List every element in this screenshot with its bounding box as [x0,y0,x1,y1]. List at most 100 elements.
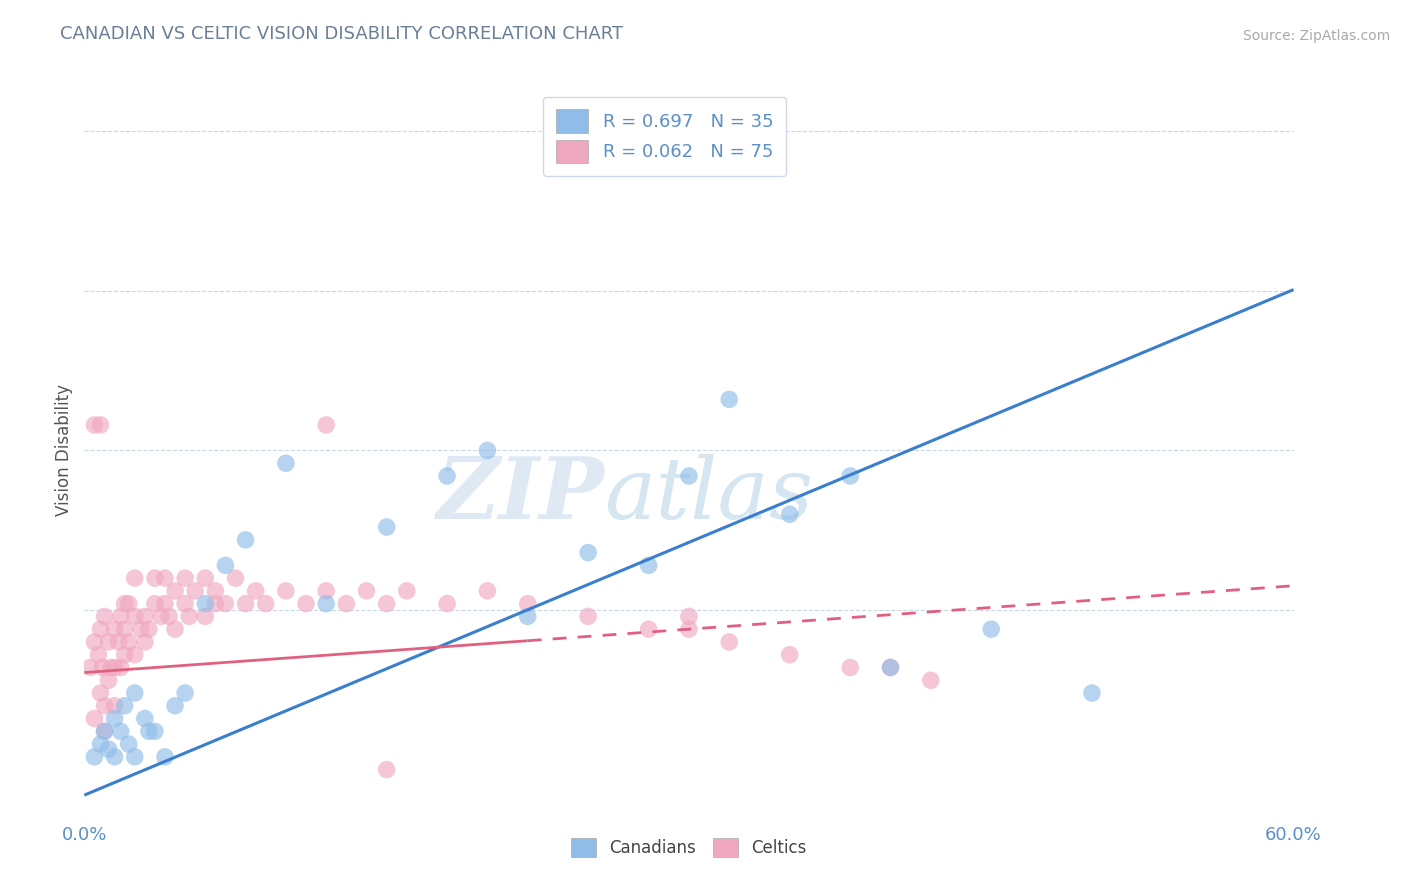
Point [104,622,127,636]
Point [165,622,187,636]
Point [134,712,156,726]
Point [315,597,337,611]
Point [879,660,901,674]
Point [97,742,120,756]
Point [214,558,236,573]
Point [104,749,127,764]
Point [124,571,146,585]
Point [93,724,115,739]
Point [477,443,499,458]
Legend: Canadians, Celtics: Canadians, Celtics [565,831,813,864]
Point [93,724,115,739]
Point [678,622,700,636]
Point [516,609,538,624]
Point [79,660,101,674]
Point [315,417,337,432]
Point [157,609,180,624]
Point [118,737,141,751]
Point [1081,686,1104,700]
Point [153,597,176,611]
Point [174,597,197,611]
Point [174,686,197,700]
Point [114,648,136,662]
Point [395,583,418,598]
Point [204,583,226,598]
Text: CANADIAN VS CELTIC VISION DISABILITY CORRELATION CHART: CANADIAN VS CELTIC VISION DISABILITY COR… [60,25,623,43]
Point [143,724,166,739]
Point [184,583,207,598]
Point [637,558,659,573]
Point [375,597,398,611]
Point [91,660,114,674]
Point [83,635,105,649]
Point [83,417,105,432]
Point [165,698,187,713]
Point [436,469,458,483]
Point [235,597,257,611]
Point [89,417,111,432]
Point [114,622,136,636]
Point [214,597,236,611]
Point [118,597,141,611]
Point [194,609,217,624]
Point [97,673,120,688]
Point [245,583,267,598]
Point [179,609,201,624]
Point [477,583,499,598]
Point [134,609,156,624]
Point [104,660,127,674]
Point [335,597,357,611]
Point [879,660,901,674]
Point [104,698,127,713]
Point [93,698,115,713]
Point [718,392,741,407]
Point [718,635,741,649]
Point [138,622,160,636]
Point [980,622,1002,636]
Text: ZIP: ZIP [436,453,605,537]
Point [375,520,398,534]
Point [516,597,538,611]
Point [118,635,141,649]
Point [87,648,110,662]
Point [576,609,599,624]
Point [576,545,599,559]
Point [295,597,318,611]
Point [124,749,146,764]
Point [274,583,297,598]
Point [83,712,105,726]
Point [114,597,136,611]
Point [129,622,152,636]
Point [143,571,166,585]
Point [165,583,187,598]
Point [225,571,247,585]
Point [134,635,156,649]
Point [204,597,226,611]
Point [110,724,132,739]
Point [779,648,801,662]
Point [110,609,132,624]
Point [375,763,398,777]
Point [153,749,176,764]
Point [83,749,105,764]
Point [678,469,700,483]
Point [436,597,458,611]
Point [274,456,297,470]
Point [174,571,197,585]
Point [315,583,337,598]
Point [97,635,120,649]
Point [114,698,136,713]
Point [356,583,378,598]
Point [235,533,257,547]
Text: atlas: atlas [605,453,814,536]
Point [153,571,176,585]
Point [194,571,217,585]
Point [194,597,217,611]
Point [93,609,115,624]
Point [678,609,700,624]
Point [254,597,277,611]
Point [143,597,166,611]
Y-axis label: Vision Disability: Vision Disability [55,384,73,516]
Point [124,648,146,662]
Point [138,724,160,739]
